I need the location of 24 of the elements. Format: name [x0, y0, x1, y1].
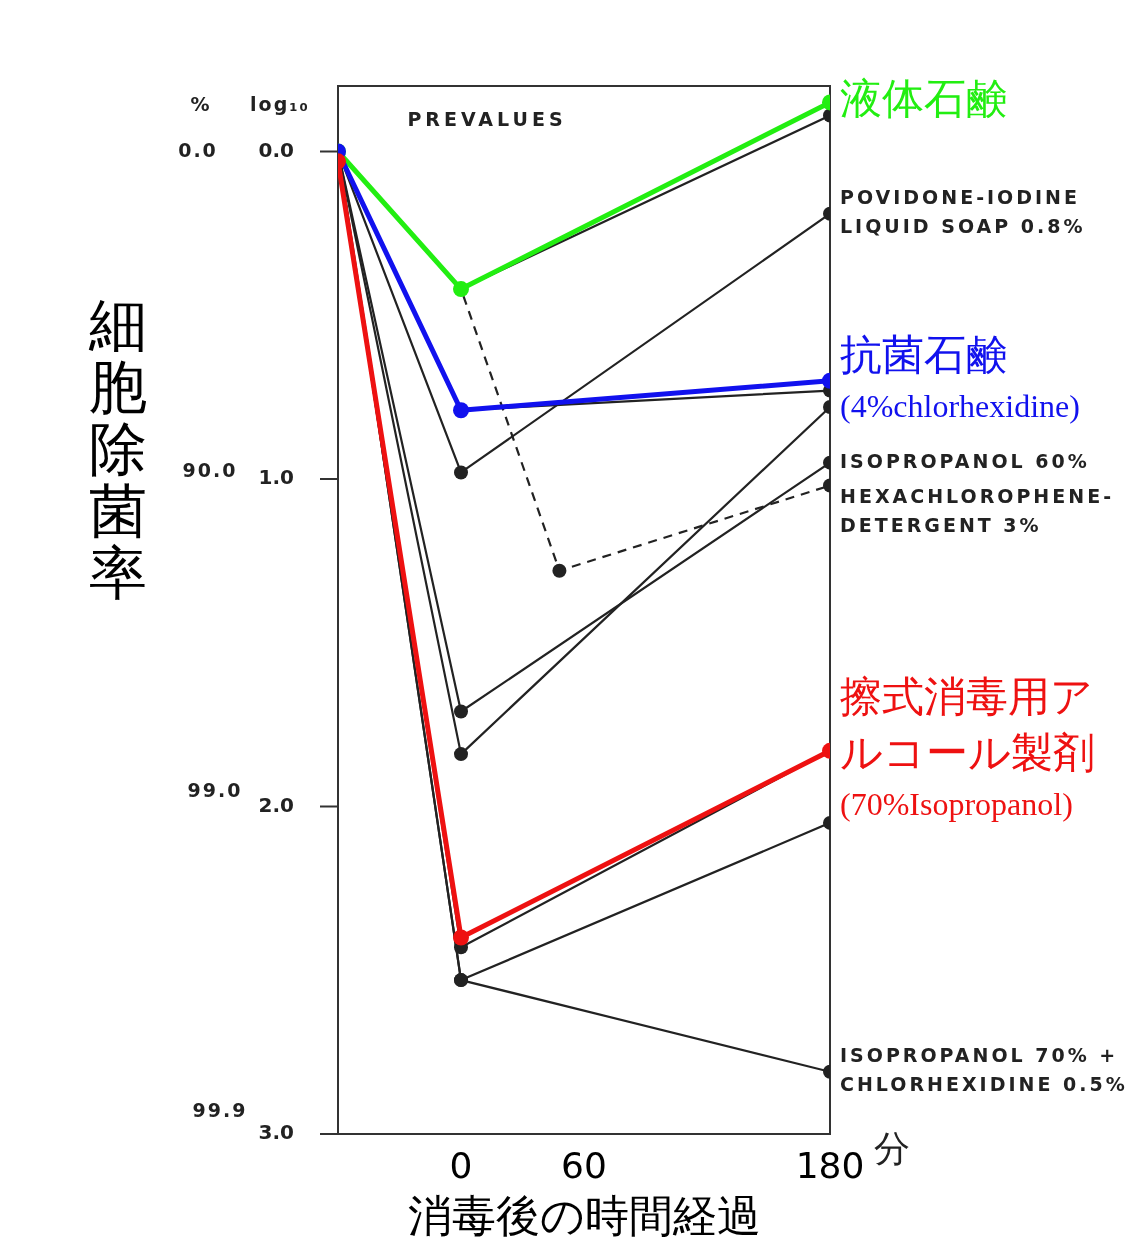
y-tick-label: 0.0: [258, 137, 294, 162]
x-axis-title: 消毒後の時間経過: [407, 1190, 761, 1242]
text: %: [190, 92, 210, 115]
annotation: PREVALUES: [407, 107, 567, 130]
x-tick-label: 180: [795, 1144, 865, 1186]
series-label: 抗菌石鹸 (4%chlorhexidine): [840, 329, 1080, 425]
series-label: ISOPROPANOL 60%: [840, 449, 1090, 472]
text: log₁₀: [250, 92, 310, 115]
text: 90.0: [182, 458, 238, 481]
y-axis-title: 細胞除菌率: [88, 291, 147, 608]
x-tick-label: 0: [449, 1144, 473, 1186]
text: 99.0: [187, 778, 243, 801]
y-tick-label: 3.0: [258, 1120, 294, 1145]
y-tick-label: 1.0: [258, 465, 294, 490]
series-label: HEXACHLOROPHENE- DETERGENT 3%: [840, 484, 1115, 536]
y-tick-label: 2.0: [258, 792, 294, 817]
series-label: 液体石鹸: [840, 74, 1008, 124]
text: 0.0: [178, 138, 218, 161]
series-label: 擦式消毒用アルコール製剤 (70%Isopropanol): [840, 671, 1095, 823]
text: 99.9: [192, 1098, 248, 1121]
series-label: POVIDONE-IODINE LIQUID SOAP 0.8%: [840, 186, 1086, 238]
x-tick-label: 60: [561, 1144, 607, 1186]
text: 分: [874, 1128, 910, 1170]
series-label: ISOPROPANOL 70% + CHLORHEXIDINE 0.5%: [840, 1044, 1128, 1096]
